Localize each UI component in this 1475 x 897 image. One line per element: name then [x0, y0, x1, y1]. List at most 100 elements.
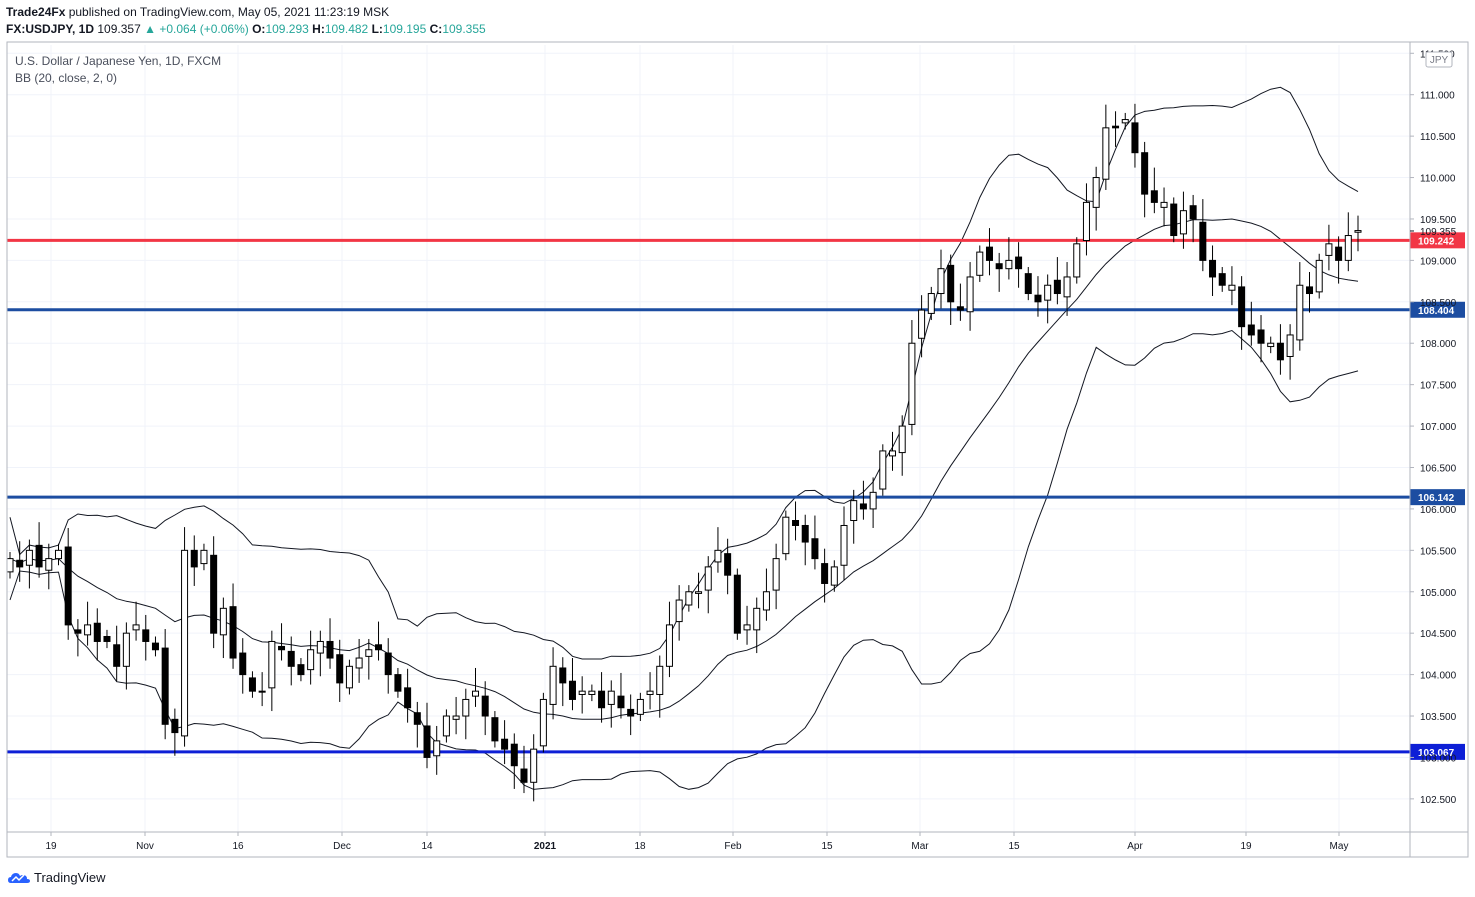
candle-body — [45, 558, 53, 571]
x-tick-label: May — [1330, 841, 1349, 852]
candle-body — [1150, 190, 1158, 203]
y-tick-label: 109.500 — [1420, 215, 1457, 226]
currency-badge-label: JPY — [1430, 55, 1449, 66]
y-tick-label: 108.500 — [1420, 298, 1457, 309]
y-tick-label: 105.000 — [1420, 588, 1457, 599]
candle-body — [1228, 284, 1236, 291]
candle-body — [985, 246, 993, 261]
candle-body — [452, 715, 460, 720]
candle-body — [1325, 243, 1333, 256]
candle-body — [229, 606, 237, 659]
bb-basis-line — [9, 218, 1359, 720]
candle-body — [1005, 259, 1013, 270]
bb-upper-line — [9, 86, 1359, 660]
candle-body — [801, 524, 809, 543]
horizontal-levels[interactable]: 109.242 108.404 106.142 103.067 — [7, 232, 1465, 760]
y-tick-label: 106.000 — [1420, 505, 1457, 516]
candle-body — [171, 718, 179, 734]
candle-body — [1286, 334, 1294, 357]
close-label: C: — [429, 22, 443, 36]
candle-body — [1179, 210, 1187, 235]
candle-body — [559, 667, 567, 684]
currency-badge[interactable] — [1425, 51, 1453, 68]
candle-body — [25, 549, 33, 566]
candle-body — [365, 649, 373, 657]
candle-body — [714, 549, 722, 563]
x-tick-label: 14 — [421, 841, 433, 852]
candle-body — [859, 503, 867, 510]
candle-body — [423, 725, 431, 758]
y-tick-label: 107.500 — [1420, 381, 1457, 392]
candle-body — [219, 607, 227, 636]
brand-name: TradingView — [34, 870, 106, 885]
candle-body — [161, 647, 169, 725]
candle-body — [1315, 259, 1323, 293]
candle-body — [927, 293, 935, 314]
candle-body — [782, 516, 790, 555]
candle-body — [675, 599, 683, 623]
candle-body — [35, 544, 43, 568]
candle-body — [326, 640, 334, 659]
candle-body — [1170, 203, 1178, 237]
candle-body — [268, 640, 276, 689]
candle-body — [947, 264, 955, 303]
candle-body — [355, 657, 363, 669]
candle-body — [665, 624, 673, 667]
close-value: 109.355 — [442, 22, 486, 36]
candle-body — [792, 520, 800, 526]
y-tick-label: 108.000 — [1420, 339, 1457, 350]
y-tick-label: 103.500 — [1420, 712, 1457, 723]
candle-body — [394, 674, 402, 692]
candle-body — [113, 644, 121, 667]
candle-body — [1063, 276, 1071, 298]
candle-body — [627, 708, 635, 717]
x-tick-label: Mar — [911, 841, 929, 852]
candle-body — [1160, 201, 1168, 208]
y-tick-label: 104.500 — [1420, 629, 1457, 640]
candle-body — [200, 549, 208, 565]
axes[interactable]: 102.500 103.000 103.500 104.000 104.500 105.0… — [6, 41, 1469, 858]
candle-body — [413, 712, 421, 725]
candle-body — [510, 743, 518, 767]
candle-body — [685, 591, 693, 606]
candle-body — [1306, 286, 1314, 295]
x-tick-label: 2021 — [534, 841, 557, 852]
y-tick-label: 106.500 — [1420, 463, 1457, 474]
candle-body — [888, 450, 897, 457]
level-price-tag[interactable] — [1410, 232, 1465, 249]
y-tick-label: 110.500 — [1420, 132, 1456, 143]
candle-body — [1344, 235, 1352, 261]
level-price-label: 108.404 — [1418, 306, 1455, 317]
y-tick-label: 109.000 — [1420, 256, 1457, 267]
level-price-tag[interactable] — [1410, 301, 1465, 318]
candle-body — [1296, 284, 1304, 341]
tradingview-logo[interactable]: TradingView — [8, 870, 106, 885]
candle-body — [142, 629, 150, 642]
candle-body — [724, 553, 732, 576]
candle-body — [908, 342, 916, 425]
level-price-tag[interactable] — [1410, 489, 1465, 506]
candle-body — [636, 698, 644, 715]
x-tick-label: 18 — [634, 841, 646, 852]
candle-body — [442, 715, 450, 737]
candle-body — [345, 665, 353, 689]
candle-body — [840, 524, 848, 566]
candle-body — [336, 654, 344, 684]
candle-body — [879, 450, 887, 490]
level-price-tag[interactable] — [1410, 743, 1465, 760]
last-price-label: 109.355 — [1420, 227, 1457, 238]
candle-body — [103, 635, 111, 642]
candle-body — [520, 768, 528, 783]
candle-body — [1189, 205, 1197, 220]
candle-body — [316, 640, 324, 654]
candle-body — [84, 624, 92, 636]
candle-body — [1131, 122, 1139, 154]
y-tick-label: 104.000 — [1420, 671, 1457, 682]
candles — [6, 103, 1362, 802]
published-info: Trade24Fx published on TradingView.com, … — [6, 5, 389, 19]
indicator-title[interactable]: BB (20, close, 2, 0) — [15, 71, 118, 85]
candle-body — [753, 607, 761, 631]
candle-body — [307, 649, 315, 671]
high-label: H: — [312, 22, 325, 36]
